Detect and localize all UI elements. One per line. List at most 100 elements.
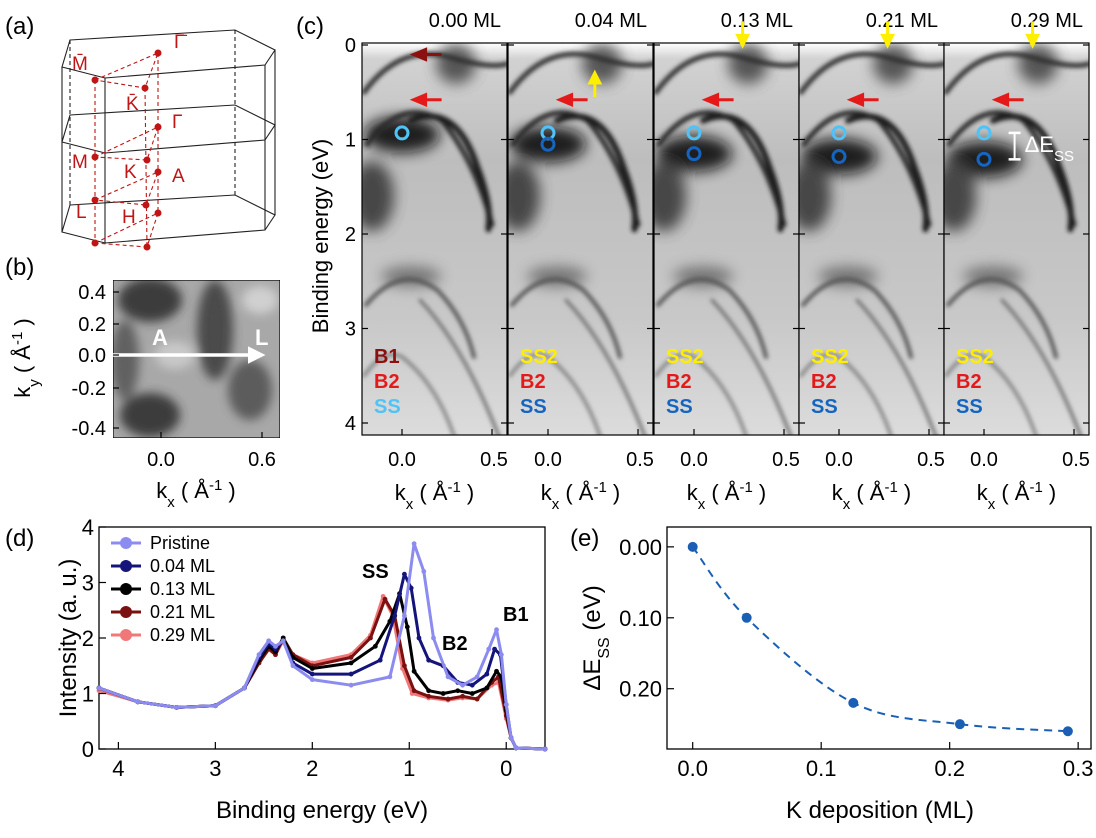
arpes-subpanel: 0.0 0.5kx ( Å-1 ) 0.21 ML SS2 B2 SS: [798, 10, 945, 513]
bz-label-m-bar: M̄: [72, 54, 88, 75]
path-end-label: L: [255, 325, 268, 350]
panel-label-b: (b): [5, 254, 34, 281]
delta-ess-point: [1062, 726, 1073, 737]
annotation-ss: SS: [362, 561, 389, 583]
edc-point: [392, 613, 398, 619]
edc-point: [411, 668, 417, 674]
bz-outline: [61, 29, 276, 244]
ss-shifted-marker: [831, 149, 847, 165]
legend-swatch-marker: [120, 629, 132, 641]
edc-point: [486, 646, 492, 652]
arpes-x-tick-label: 0.0: [680, 449, 708, 471]
edc-point: [474, 696, 480, 702]
arpes-image: [799, 43, 944, 435]
ss-pristine-marker: [686, 125, 702, 141]
band-label-ss2: SS2: [956, 346, 994, 368]
b2-arrow: [555, 92, 588, 108]
edc-point: [416, 635, 422, 641]
edc-point: [135, 699, 141, 705]
edc-point: [445, 674, 451, 680]
edc-point: [348, 671, 354, 677]
band-label-b2: B2: [956, 371, 982, 393]
edc-point: [469, 682, 475, 688]
edc-point: [290, 663, 296, 669]
edc-point: [460, 682, 465, 688]
panel-e-y-ticks: 0.00 0.10 0.20: [619, 535, 674, 702]
legend-swatch-marker: [120, 560, 132, 572]
panel-d-y-tick-label: 3: [82, 571, 94, 596]
panel-d-x-ticks: 4 3 2 1 0: [112, 742, 512, 781]
bz-label-k-bar: K̄: [126, 94, 139, 115]
ss2-arrow: [1025, 21, 1041, 49]
band-label-ss: SS: [374, 396, 401, 418]
delta-ess-point: [687, 541, 698, 552]
edc-point: [348, 682, 354, 688]
arpes-x-tick-label: 0.5: [1062, 449, 1090, 471]
panel-e-x-tick-label: 0.2: [934, 756, 965, 781]
edc-point: [492, 646, 497, 652]
edc-point: [273, 643, 278, 649]
arpes-x-tick-label: 0.0: [970, 449, 998, 471]
edc-point: [513, 745, 519, 751]
delta-ess-series: [687, 541, 1073, 737]
panel-d-y-tick-label: 4: [82, 515, 94, 540]
edc-point: [387, 674, 393, 680]
panel-b-y-tick-label: -0.2: [72, 378, 106, 400]
bz-label-m: M: [72, 152, 88, 173]
panel-e-frame: [666, 526, 1092, 750]
bz-label-a: A: [172, 166, 185, 187]
arpes-subpanel: 0.0 0.5kx ( Å-1 ) 0.00 ML B1 B2 SS: [361, 10, 508, 513]
arpes-subpanel: 0.0 0.5kx ( Å-1 ) 0.13 ML SS2 B2 SS: [653, 10, 800, 513]
edc-point: [212, 703, 218, 709]
arpes-subpanel: 0.0 0.5kx ( Å-1 ) 0.04 ML SS2 B2 SS: [507, 10, 654, 513]
b2-arrow: [846, 92, 879, 108]
panel-d-xlabel: Binding energy (eV): [216, 797, 428, 824]
panel-d-y-tick-label: 2: [82, 626, 94, 651]
panel-label-c: (c): [296, 13, 324, 40]
annotation-b1: B1: [503, 604, 529, 626]
edc-point: [242, 685, 247, 691]
edc-point: [445, 696, 451, 702]
arpes-subpanel-frame: [361, 42, 508, 436]
b2-arrow: [991, 92, 1024, 108]
coverage-label: 0.13 ML: [721, 10, 793, 32]
arpes-xlabel: kx ( Å-1 ): [977, 479, 1057, 513]
panel-c-y-tick-label: 3: [345, 319, 356, 341]
edc-point: [494, 668, 499, 674]
edc-point: [484, 671, 490, 677]
edc-point: [498, 652, 504, 658]
edc-point: [372, 643, 378, 649]
arpes-x-tick-label: 0.5: [772, 449, 800, 471]
b2-arrow: [701, 92, 734, 108]
arpes-x-tick-label: 0.5: [480, 449, 508, 471]
band-label-ss: SS: [956, 396, 983, 418]
legend-label: 0.21 ML: [150, 602, 215, 622]
edc-point: [96, 685, 102, 691]
panel-d-x-tick-label: 0: [500, 756, 512, 781]
path-start-label: A: [152, 325, 168, 350]
arpes-subpanel-frame: [507, 42, 654, 436]
coverage-label: 0.21 ML: [866, 10, 938, 32]
edc-point: [411, 541, 417, 547]
panel-c-y-ticks: 0 1 2 3 4: [345, 35, 356, 435]
panel-b-y-tick-label: 0.2: [78, 314, 106, 336]
delta-ess-point: [741, 612, 752, 623]
edc-point: [494, 627, 499, 633]
panel-d-legend: Pristine 0.04 ML 0.13 ML 0.21 ML 0.29 ML: [111, 533, 215, 645]
arpes-x-tick-label: 0.0: [388, 449, 416, 471]
arpes-image: [944, 43, 1089, 435]
edc-point: [508, 735, 514, 741]
bz-label-gamma: Γ: [172, 112, 182, 133]
edc-point: [402, 571, 407, 577]
arpes-image: [362, 43, 507, 435]
panel-e-y-tick-label: 0.00: [619, 535, 662, 560]
legend-label: 0.04 ML: [150, 556, 215, 576]
edc-point: [421, 569, 427, 574]
panel-label-e: (e): [570, 525, 599, 552]
legend-swatch-marker: [120, 537, 132, 549]
edc-point: [174, 704, 179, 710]
panel-e-xlabel: K deposition (ML): [786, 797, 974, 824]
edc-point: [411, 688, 417, 694]
